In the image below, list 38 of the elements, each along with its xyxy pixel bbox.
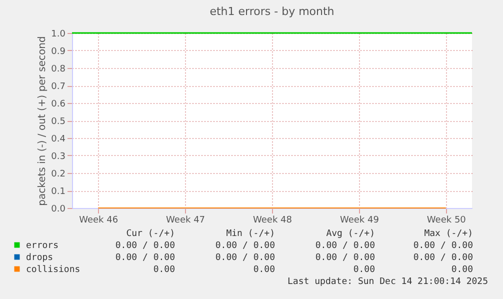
- x-tick-label: Week 50: [426, 216, 466, 226]
- text: 0.00 / 0.00: [315, 241, 375, 251]
- text: Max (-/+): [424, 229, 473, 239]
- x-tick-label: Week 47: [166, 216, 206, 226]
- text: 0.00 / 0.00: [115, 253, 175, 263]
- legend-label: drops: [26, 253, 54, 263]
- x-tick-label: Week 46: [79, 216, 118, 226]
- text: 0.00 / 0.00: [215, 241, 275, 251]
- y-tick-label: 0.9: [51, 47, 66, 57]
- text: 0.00 / 0.00: [315, 253, 375, 263]
- text: 0.00 / 0.00: [215, 253, 275, 263]
- y-tick-label: 0.5: [51, 117, 66, 127]
- y-tick-label: 0.6: [51, 100, 66, 110]
- y-tick-label: 0.0: [51, 204, 66, 214]
- y-tick-label: 0.8: [51, 64, 66, 74]
- x-tick-label: Week 48: [253, 216, 292, 226]
- text: Avg (-/+): [326, 229, 375, 239]
- text: 0.00 / 0.00: [413, 241, 473, 251]
- text: Cur (-/+): [126, 229, 175, 239]
- x-tick-label: Week 49: [340, 216, 380, 226]
- text: Min (-/+): [226, 229, 275, 239]
- text: 0.00 / 0.00: [115, 241, 175, 251]
- legend-label: errors: [26, 241, 59, 251]
- chart-title: eth1 errors - by month: [210, 5, 334, 18]
- y-tick-label: 1.0: [51, 30, 66, 40]
- y-axis-title: packets in (-) / out (+) per second: [37, 36, 48, 206]
- text: 0.00: [253, 265, 275, 275]
- y-tick-label: 0.1: [51, 187, 66, 197]
- text: 0.00 / 0.00: [413, 253, 473, 263]
- legend-label: collisions: [26, 265, 80, 275]
- text: 0.00: [451, 265, 473, 275]
- text: 0.00: [353, 265, 375, 275]
- y-tick-label: 0.2: [51, 170, 66, 180]
- text: Last update: Sun Dec 14 21:00:14 2025: [288, 277, 488, 287]
- text: 0.00: [153, 265, 175, 275]
- y-tick-label: 0.7: [51, 82, 66, 92]
- y-tick-label: 0.3: [51, 152, 66, 162]
- y-tick-label: 0.4: [51, 134, 66, 144]
